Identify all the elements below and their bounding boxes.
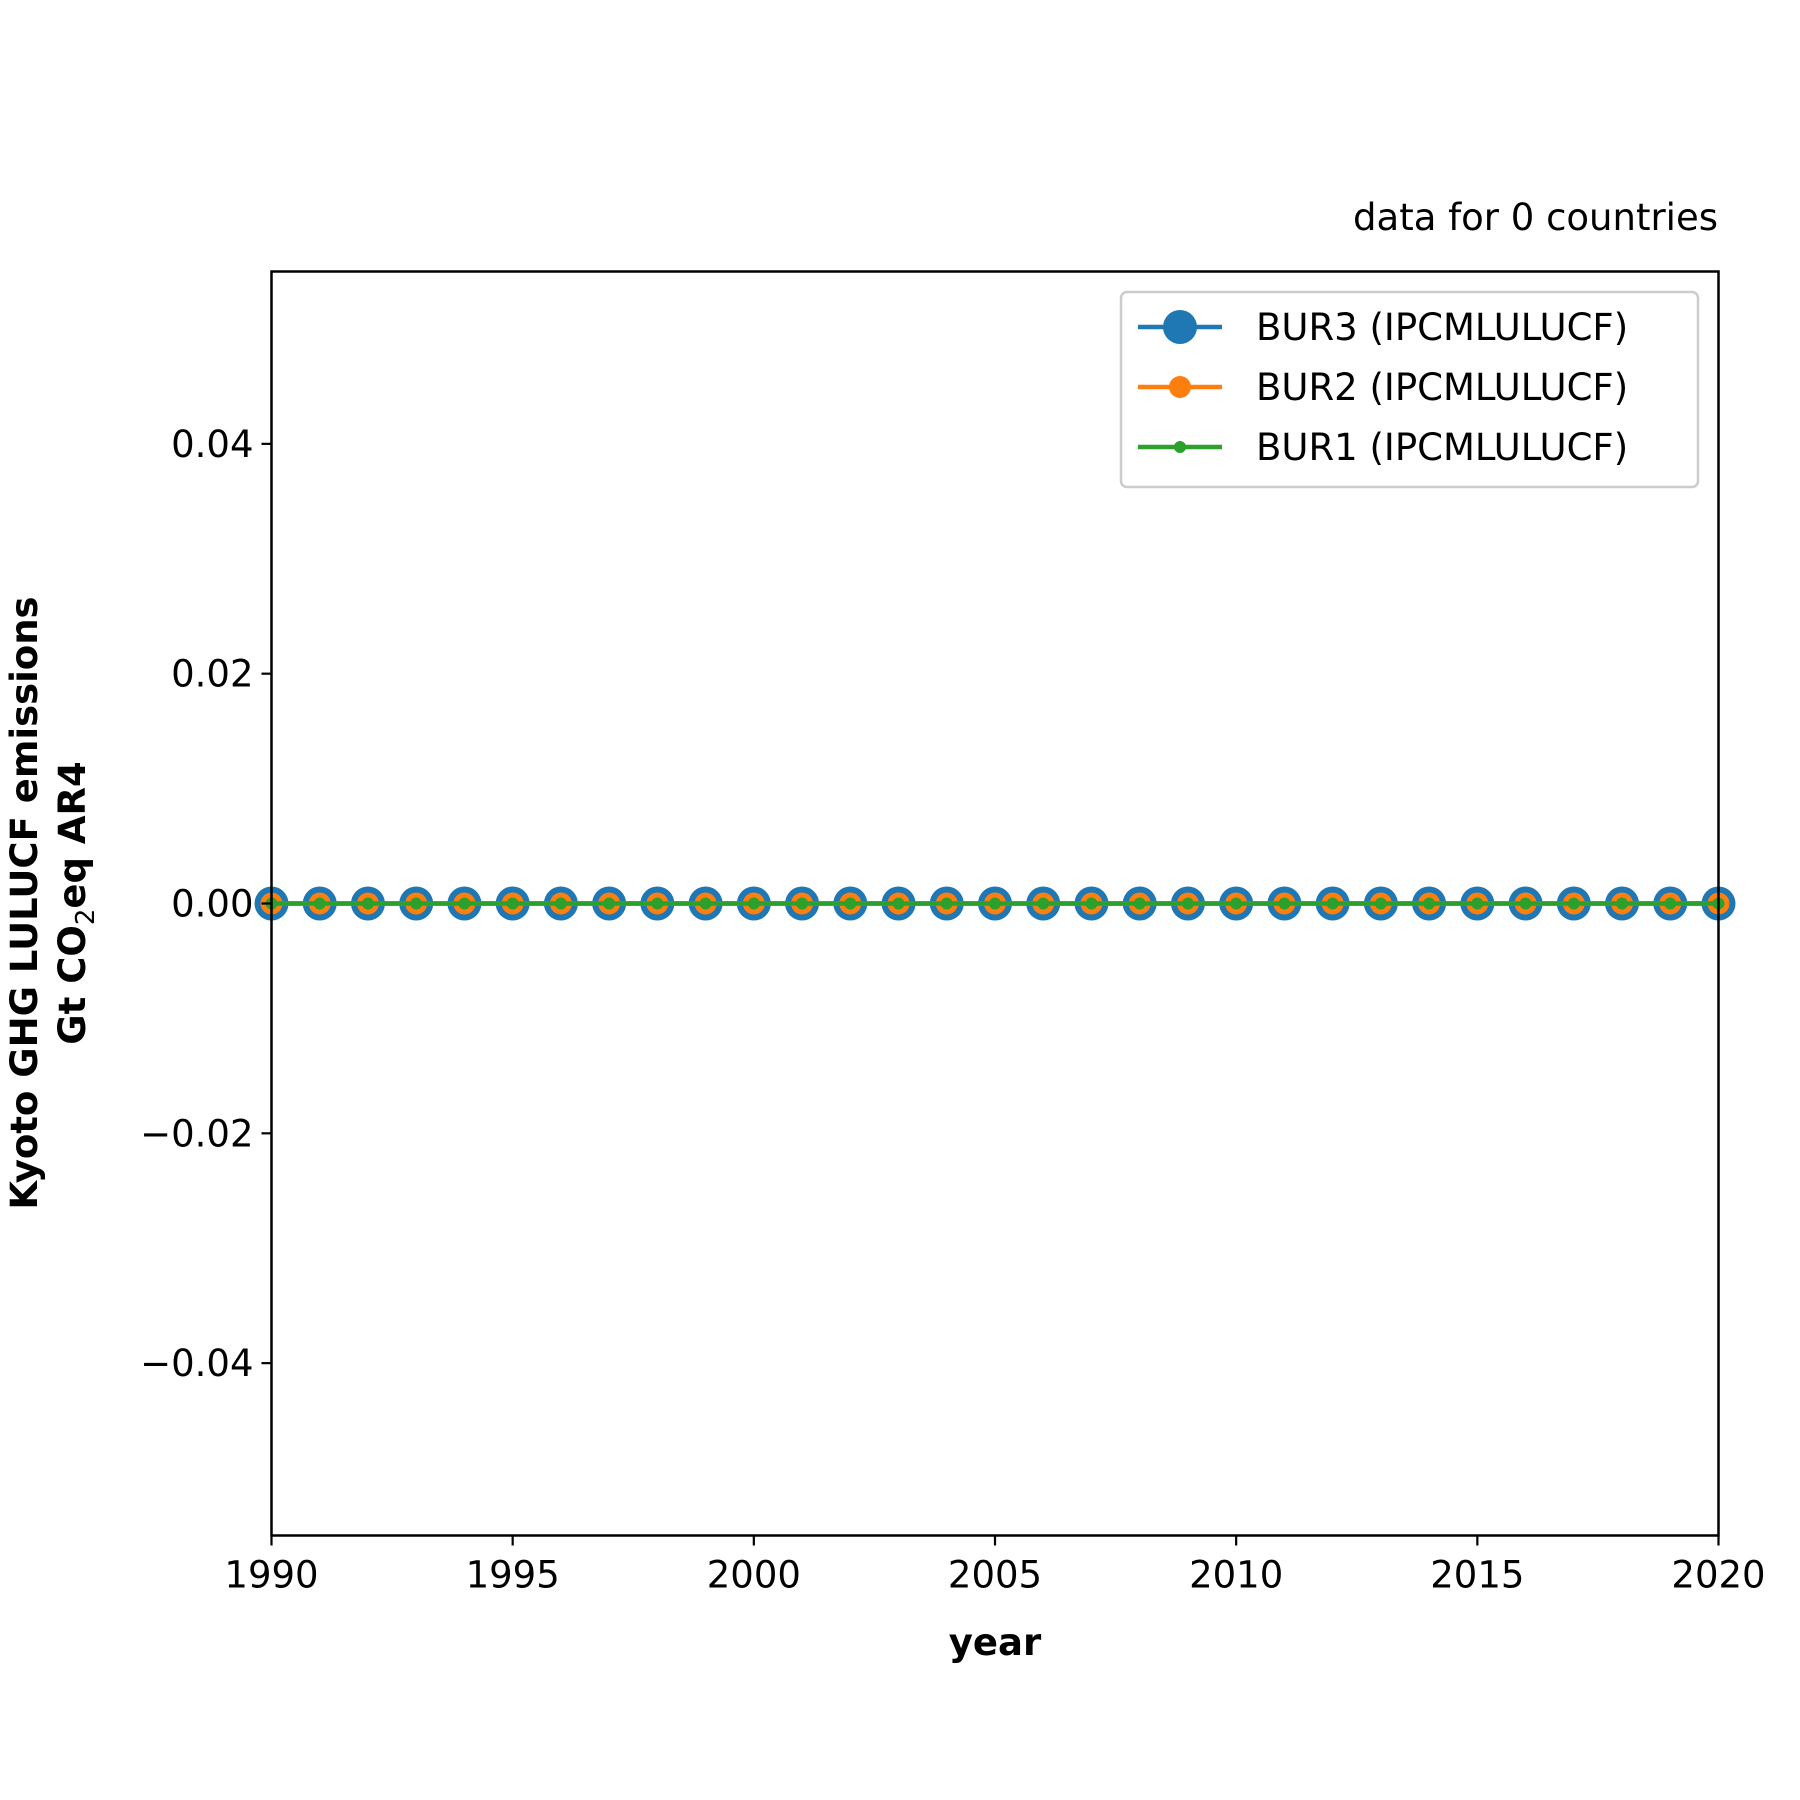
data-point	[1133, 897, 1146, 910]
data-point	[989, 897, 1001, 910]
y-tick-label: 0.04	[171, 423, 253, 466]
data-point	[1085, 897, 1098, 910]
legend-entry: BUR1 (IPCMLULUCF)	[1138, 426, 1628, 469]
data-point	[554, 897, 567, 910]
legend-entry: BUR2 (IPCMLULUCF)	[1138, 366, 1628, 409]
data-point	[1326, 897, 1339, 910]
data-point	[1278, 897, 1291, 910]
y-axis-label: Kyoto GHG LULUCF emissions Gt CO2eq AR4	[3, 596, 101, 1209]
x-tick-label: 2000	[707, 1554, 801, 1597]
data-point	[892, 897, 905, 910]
x-tick-label: 2015	[1430, 1554, 1524, 1597]
legend-label: BUR1 (IPCMLULUCF)	[1256, 426, 1628, 469]
legend-entries: BUR3 (IPCMLULUCF) BUR2 (IPCMLULUCF) BUR1 (…	[1138, 306, 1628, 469]
legend-marker	[1163, 310, 1197, 344]
y-axis-label-unit-subscript: 2	[71, 909, 101, 926]
y-tick-label: 0.00	[171, 883, 253, 926]
y-tick-label: 0.02	[171, 653, 253, 696]
data-point	[1471, 897, 1484, 910]
y-axis-label-unit-suffix: eq AR4	[51, 761, 94, 908]
legend-label: BUR2 (IPCMLULUCF)	[1256, 366, 1628, 409]
data-point	[796, 897, 809, 910]
legend-box	[1119, 290, 1700, 489]
data-point	[1567, 897, 1580, 910]
y-tick-label: −0.04	[140, 1342, 253, 1385]
x-tick-label: 2010	[1189, 1554, 1283, 1597]
x-tick-label: 2005	[948, 1554, 1042, 1597]
data-point	[1423, 897, 1436, 910]
y-tick-label: −0.02	[140, 1112, 253, 1155]
data-point	[458, 897, 471, 910]
data-point	[603, 897, 616, 910]
x-axis: 1990 1995 2000 2005 2010 2015 2020	[224, 1535, 1766, 1597]
legend: BUR3 (IPCMLULUCF) BUR2 (IPCMLULUCF) BUR1 (…	[1119, 290, 1700, 489]
y-axis: −0.04 −0.02 0.00 0.02 0.04	[140, 423, 272, 1385]
x-axis-label: year	[949, 1621, 1042, 1664]
legend-marker	[1174, 441, 1186, 453]
x-tick-label: 1995	[466, 1554, 560, 1597]
x-tick-label: 2020	[1671, 1554, 1765, 1597]
data-point	[506, 897, 519, 910]
series-layer	[254, 886, 1736, 921]
y-axis-label-line2: Gt CO2eq AR4	[51, 761, 101, 1044]
data-point	[940, 897, 953, 910]
series-3	[265, 897, 1725, 910]
data-point	[1374, 897, 1387, 910]
legend-entry: BUR3 (IPCMLULUCF)	[1138, 306, 1628, 349]
data-point	[844, 897, 857, 910]
data-point	[1664, 897, 1677, 910]
data-point	[1519, 897, 1532, 910]
corner-note: data for 0 countries	[1353, 196, 1718, 239]
data-point	[747, 897, 760, 910]
data-point	[410, 897, 423, 910]
x-tick-label: 1990	[224, 1554, 318, 1597]
data-point	[651, 897, 664, 910]
y-axis-label-line1: Kyoto GHG LULUCF emissions	[3, 596, 46, 1209]
data-point	[313, 897, 326, 910]
legend-marker	[1169, 376, 1191, 398]
data-point	[1616, 897, 1629, 910]
legend-label: BUR3 (IPCMLULUCF)	[1256, 306, 1628, 349]
data-point	[1037, 897, 1050, 910]
data-point	[361, 897, 374, 910]
data-point	[699, 897, 712, 910]
data-point	[1230, 897, 1243, 910]
y-axis-label-unit-prefix: Gt CO	[51, 925, 94, 1045]
data-point	[1181, 897, 1194, 910]
